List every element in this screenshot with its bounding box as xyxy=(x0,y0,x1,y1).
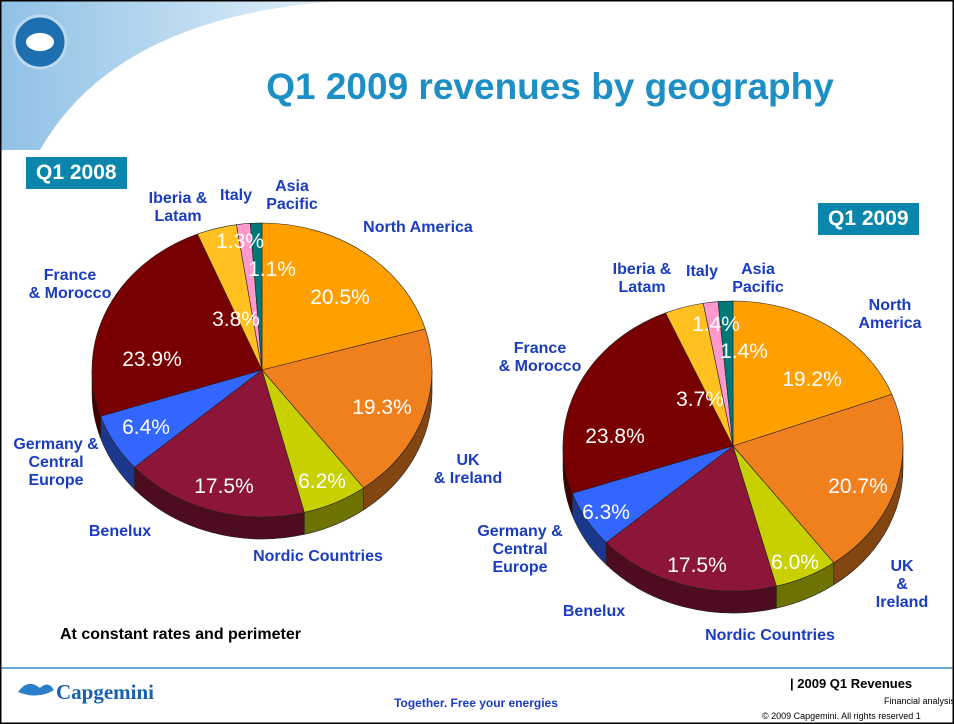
category-label: Italy xyxy=(219,187,253,204)
value-label: 1.3% xyxy=(216,230,264,253)
value-label: 3.8% xyxy=(212,308,260,331)
value-label: 6.2% xyxy=(298,470,346,493)
category-label: Germany & Central Europe xyxy=(13,436,99,489)
note: At constant rates and perimeter xyxy=(60,626,301,643)
category-label: France & Morocco xyxy=(28,267,112,302)
category-label: Asia Pacific xyxy=(732,261,784,296)
value-label: 19.2% xyxy=(782,368,842,391)
value-label: 6.3% xyxy=(582,501,630,524)
value-label: 1.4% xyxy=(692,313,740,336)
slice xyxy=(717,300,734,447)
slice xyxy=(732,393,904,564)
footer-section: | 2009 Q1 Revenues xyxy=(790,676,913,691)
category-label: Nordic Countries xyxy=(705,627,835,644)
category-label: Nordic Countries xyxy=(253,548,383,565)
tagline: Together. Free your energies xyxy=(394,696,558,710)
category-label: North America xyxy=(858,297,922,332)
slice xyxy=(605,445,777,592)
category-label: Iberia & Latam xyxy=(148,190,208,225)
logo-text: Capgemini xyxy=(56,680,155,704)
value-label: 6.0% xyxy=(771,551,819,574)
chart-title-box: Q1 2009 xyxy=(818,203,919,235)
slice xyxy=(91,233,263,417)
slice xyxy=(261,328,433,489)
value-label: 20.7% xyxy=(828,475,888,498)
category-label: North America xyxy=(363,219,473,236)
category-label: Iberia & Latam xyxy=(612,261,672,296)
capgemini-spade xyxy=(18,683,54,696)
value-label: 20.5% xyxy=(310,286,370,309)
slice xyxy=(732,300,893,447)
category-label: Italy xyxy=(685,263,719,280)
slice xyxy=(261,222,426,371)
category-label: Benelux xyxy=(88,523,152,540)
slide-title: Q1 2009 revenues by geography xyxy=(266,66,834,107)
pies xyxy=(91,222,904,614)
slice xyxy=(249,222,263,371)
value-label: 1.4% xyxy=(720,340,768,363)
value-label: 19.3% xyxy=(352,396,412,419)
category-label: Benelux xyxy=(562,603,626,620)
category-label: Germany & Central Europe xyxy=(477,523,563,576)
footer-copyright: © 2009 Capgemini. All rights reserved 1 xyxy=(762,711,921,721)
chart-title-box: Q1 2008 xyxy=(26,157,127,189)
value-label: 6.4% xyxy=(122,416,170,439)
value-label: 23.9% xyxy=(122,348,182,371)
category-label: Asia Pacific xyxy=(266,178,318,213)
logo-badge-icon xyxy=(26,33,54,51)
footer-subsection: Financial analysis xyxy=(884,696,954,706)
corner-band xyxy=(0,0,360,150)
category-label: France & Morocco xyxy=(498,340,582,375)
value-label: 3.7% xyxy=(676,388,724,411)
category-label: UK & Ireland xyxy=(433,452,503,487)
value-label: 17.5% xyxy=(194,475,254,498)
value-label: 1.1% xyxy=(248,258,296,281)
slice xyxy=(562,312,734,494)
slice xyxy=(134,369,305,518)
value-label: 17.5% xyxy=(667,554,727,577)
value-label: 23.8% xyxy=(585,425,645,448)
category-label: UK & Ireland xyxy=(875,558,929,611)
